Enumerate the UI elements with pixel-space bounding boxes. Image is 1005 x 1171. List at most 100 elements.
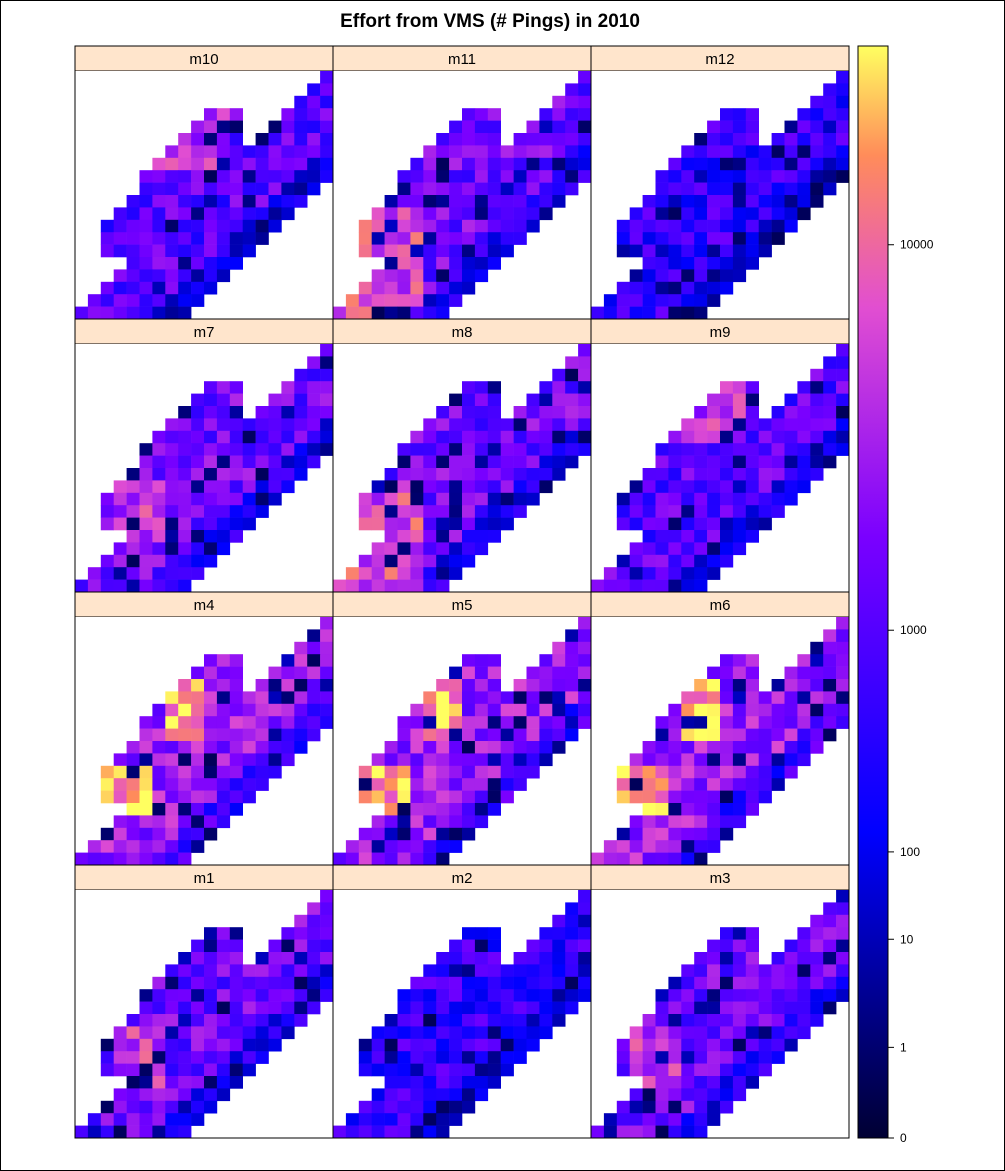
heatmap-cell (384, 753, 398, 767)
heatmap-cell (178, 418, 192, 432)
heatmap-cell (655, 579, 669, 593)
heatmap-cell (655, 852, 669, 866)
heatmap-cell (436, 703, 450, 717)
heatmap-cell (449, 542, 463, 556)
heatmap-cell (552, 741, 566, 754)
heatmap-cell (423, 691, 437, 705)
heatmap-cell (513, 505, 527, 518)
heatmap-cell (500, 455, 514, 469)
heatmap-cell (823, 914, 837, 928)
heatmap-cell (178, 542, 192, 556)
heatmap-cell (436, 964, 450, 978)
heatmap-cell (668, 281, 682, 295)
heatmap-cell (449, 219, 463, 233)
heatmap-cell (720, 1026, 734, 1040)
heatmap-cell (204, 1001, 218, 1015)
heatmap-cell (423, 976, 437, 990)
heatmap-cell (720, 939, 734, 953)
heatmap-cell (771, 418, 785, 432)
heatmap-cell (565, 716, 579, 729)
heatmap-cell (694, 964, 708, 978)
heatmap-cell (720, 530, 734, 543)
heatmap-cell (771, 1051, 785, 1064)
heatmap-cell (642, 815, 656, 829)
heatmap-cell (694, 778, 708, 791)
heatmap-cell (797, 145, 811, 159)
heatmap-cell (616, 827, 630, 841)
heatmap-cell (191, 542, 205, 556)
heatmap-cell (255, 443, 269, 456)
heatmap-cell (526, 393, 540, 407)
heatmap-cell (436, 691, 450, 705)
heatmap-cell (384, 778, 398, 791)
heatmap-cell (707, 666, 721, 680)
heatmap-cell (732, 765, 747, 779)
heatmap-cell (771, 480, 785, 494)
heatmap-cell (152, 517, 166, 531)
heatmap-cell (720, 666, 734, 680)
heatmap-cell (836, 952, 850, 965)
heatmap-cell (139, 1100, 153, 1114)
heatmap-cell (720, 1014, 734, 1027)
heatmap-cell (410, 579, 424, 593)
heatmap-cell (487, 133, 501, 146)
heatmap-cell (707, 145, 721, 159)
heatmap-cell (655, 753, 669, 767)
heatmap-cell (513, 716, 527, 729)
heatmap-cell (152, 480, 166, 494)
heatmap-cell (720, 554, 734, 568)
heatmap-cell (384, 505, 398, 518)
heatmap-cell (204, 741, 218, 754)
heatmap-cell (255, 195, 269, 208)
heatmap-cell (707, 1088, 721, 1102)
heatmap-cell (539, 679, 553, 692)
heatmap-cell (216, 679, 231, 692)
heatmap-cell (707, 840, 721, 853)
heatmap-cell (358, 517, 372, 531)
heatmap-cell (268, 716, 282, 729)
heatmap-cell (629, 542, 643, 556)
heatmap-cell (836, 964, 850, 978)
heatmap-cell (307, 356, 321, 370)
heatmap-cell (797, 679, 811, 692)
heatmap-cell (694, 157, 708, 171)
heatmap-cell (139, 1038, 153, 1052)
heatmap-cell (655, 827, 669, 841)
heatmap-cell (668, 703, 682, 717)
heatmap-cell (707, 753, 721, 767)
heatmap-cell (823, 418, 837, 432)
heatmap-cell (178, 716, 192, 729)
heatmap-cell (629, 480, 643, 494)
heatmap-cell (204, 468, 218, 481)
heatmap-cell (371, 505, 385, 518)
heatmap-cell (720, 244, 734, 258)
heatmap-cell (397, 1113, 411, 1126)
heatmap-cell (113, 790, 127, 804)
heatmap-cell (810, 133, 824, 146)
heatmap-cell (191, 443, 205, 456)
heatmap-cell (139, 579, 153, 593)
heatmap-cell (642, 195, 656, 208)
heatmap-cell (229, 741, 243, 754)
heatmap-cell (294, 120, 308, 134)
heatmap-cell (139, 1001, 153, 1015)
heatmap-cell (655, 1014, 669, 1027)
heatmap-cell (113, 765, 127, 779)
heatmap-cell (616, 790, 630, 804)
heatmap-cell (165, 281, 179, 295)
heatmap-cell (694, 703, 708, 717)
heatmap-cell (320, 703, 334, 717)
heatmap-cell (229, 257, 243, 270)
heatmap-cell (668, 840, 682, 853)
heatmap-cell (513, 492, 527, 506)
heatmap-cell (268, 765, 282, 779)
heatmap-cell (436, 505, 450, 518)
heatmap-cell (462, 1088, 476, 1102)
heatmap-cell (720, 492, 734, 506)
heatmap-cell (655, 257, 669, 270)
colorbar-tick-label: 10000 (900, 238, 934, 252)
heatmap-cell (784, 1001, 798, 1015)
panel-m6: m6 (590, 591, 850, 866)
heatmap-cell (371, 765, 385, 779)
heatmap-cell (681, 1063, 695, 1077)
